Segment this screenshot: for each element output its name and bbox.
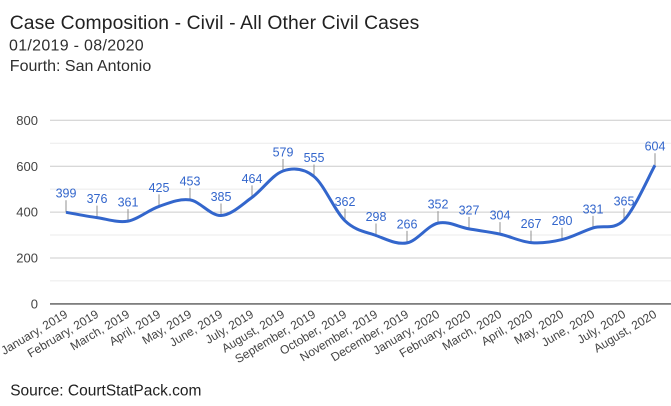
svg-text:200: 200 [16,251,38,266]
svg-text:Fourth: San Antonio: Fourth: San Antonio [10,58,152,75]
svg-text:361: 361 [118,196,139,210]
svg-text:579: 579 [273,145,294,159]
svg-text:331: 331 [583,202,604,216]
svg-text:298: 298 [366,210,387,224]
svg-text:399: 399 [56,187,77,201]
svg-text:280: 280 [552,214,573,228]
svg-text:376: 376 [87,192,108,206]
svg-text:0: 0 [31,297,38,312]
svg-text:365: 365 [614,195,635,209]
svg-text:304: 304 [490,209,511,223]
svg-text:01/2019 - 08/2020: 01/2019 - 08/2020 [9,38,144,55]
svg-text:Source: CourtStatPack.com: Source: CourtStatPack.com [10,382,201,399]
svg-text:266: 266 [397,217,418,231]
svg-text:Case Composition - Civil - All: Case Composition - Civil - All Other Civ… [10,13,420,34]
svg-text:555: 555 [304,151,325,165]
svg-text:327: 327 [459,203,480,217]
svg-text:464: 464 [242,172,263,186]
svg-text:267: 267 [521,217,542,231]
svg-text:600: 600 [16,159,38,174]
svg-text:453: 453 [180,174,201,188]
svg-text:800: 800 [16,113,38,128]
svg-text:425: 425 [149,181,170,195]
svg-text:352: 352 [428,198,449,212]
svg-text:385: 385 [211,190,232,204]
svg-text:400: 400 [16,205,38,220]
svg-text:362: 362 [335,195,356,209]
svg-text:604: 604 [645,140,666,154]
